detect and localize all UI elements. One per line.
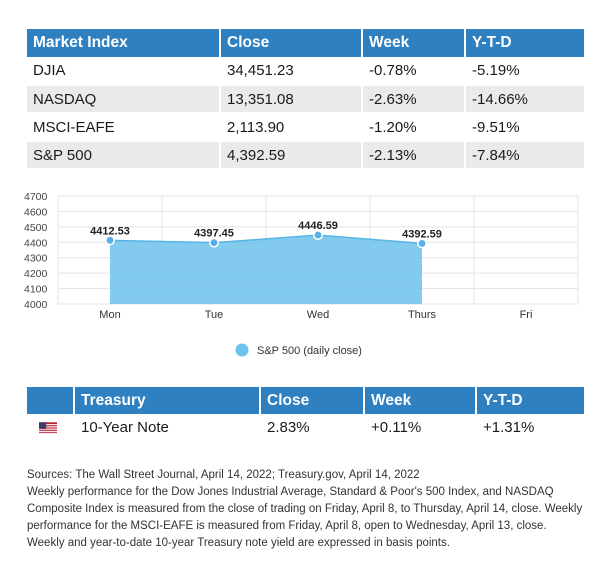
table-row: NASDAQ 13,351.08 -2.63% -14.66% bbox=[27, 85, 584, 114]
treasury-ytd: +1.31% bbox=[483, 419, 535, 436]
header-close: Close bbox=[260, 387, 365, 414]
data-point bbox=[209, 237, 219, 248]
index-name: DJIA bbox=[27, 57, 221, 86]
treasury-close: 2.83% bbox=[260, 414, 365, 441]
sp500-area-chart: 4700 4600 4500 4400 4300 4200 4100 4000 4412.53 4… bbox=[24, 191, 579, 357]
legend-label: S&P 500 (daily close) bbox=[257, 345, 362, 357]
index-ytd: -9.51% bbox=[465, 113, 584, 142]
treasury-table: Treasury Close Week Y-T-D 10-Year Note bbox=[27, 387, 584, 441]
index-close: 4,392.59 bbox=[220, 141, 363, 170]
y-tick-label: 4600 bbox=[24, 206, 48, 218]
y-tick-label: 4700 bbox=[24, 191, 48, 203]
treasury-name: 10-Year Note bbox=[74, 414, 261, 441]
index-close: 13,351.08 bbox=[220, 85, 363, 114]
index-ytd: -5.19% bbox=[465, 57, 584, 86]
x-tick-label: Mon bbox=[99, 309, 120, 321]
series-line bbox=[109, 234, 423, 245]
header-week: Week bbox=[364, 387, 477, 414]
x-tick-label: Thurs bbox=[408, 309, 437, 321]
index-name: S&P 500 bbox=[27, 141, 221, 170]
header-treasury: Treasury bbox=[74, 387, 261, 414]
header-week: Week bbox=[362, 29, 466, 57]
x-tick-label: Wed bbox=[307, 309, 329, 321]
y-tick-label: 4000 bbox=[24, 299, 48, 311]
header-ytd: Y-T-D bbox=[465, 29, 584, 57]
us-flag-icon bbox=[39, 422, 57, 434]
y-tick-label: 4200 bbox=[24, 268, 48, 280]
data-point bbox=[417, 238, 427, 249]
market-index-table: Market Index Close Week Y-T-D DJIA 34,45… bbox=[27, 29, 584, 170]
index-ytd: -7.84% bbox=[465, 141, 584, 170]
table-row: S&P 500 4,392.59 -2.13% -7.84% bbox=[27, 141, 584, 170]
data-label: 4446.59 bbox=[298, 220, 338, 232]
footnotes: Sources: The Wall Street Journal, April … bbox=[27, 467, 587, 552]
data-point bbox=[105, 235, 115, 246]
market-table-header: Market Index Close Week Y-T-D bbox=[27, 29, 584, 57]
index-close: 34,451.23 bbox=[220, 57, 363, 86]
treasury-table-header: Treasury Close Week Y-T-D bbox=[27, 387, 584, 414]
index-week: -2.13% bbox=[362, 141, 466, 170]
x-tick-label: Tue bbox=[205, 309, 224, 321]
methodology-note: Weekly performance for the Dow Jones Ind… bbox=[27, 486, 583, 549]
flag-cell bbox=[27, 414, 75, 441]
sp500-chart: 4700 4600 4500 4400 4300 4200 4100 4000 4412.53 4… bbox=[20, 188, 590, 368]
index-ytd: -14.66% bbox=[465, 85, 584, 114]
y-tick-label: 4100 bbox=[24, 284, 48, 296]
data-label: 4412.53 bbox=[90, 225, 130, 237]
index-name: MSCI-EAFE bbox=[27, 113, 221, 142]
index-close: 2,113.90 bbox=[220, 113, 363, 142]
table-row: MSCI-EAFE 2,113.90 -1.20% -9.51% bbox=[27, 113, 584, 142]
table-row: DJIA 34,451.23 -0.78% -5.19% bbox=[27, 57, 584, 86]
x-tick-label: Fri bbox=[520, 309, 533, 321]
header-flag-spacer bbox=[27, 387, 75, 414]
index-week: -0.78% bbox=[362, 57, 466, 86]
treasury-week: +0.11% bbox=[364, 414, 477, 441]
header-ytd: Y-T-D bbox=[476, 387, 584, 414]
series-area bbox=[110, 235, 422, 304]
index-week: -1.20% bbox=[362, 113, 466, 142]
y-tick-label: 4400 bbox=[24, 237, 48, 249]
header-market-index: Market Index bbox=[27, 29, 221, 57]
legend-swatch bbox=[235, 343, 249, 357]
y-tick-label: 4300 bbox=[24, 253, 48, 265]
data-label: 4392.59 bbox=[402, 228, 442, 240]
header-close: Close bbox=[220, 29, 363, 57]
table-row: 10-Year Note 2.83% +0.11% +1.31% bbox=[27, 414, 584, 441]
data-label: 4397.45 bbox=[194, 228, 234, 240]
data-point bbox=[313, 230, 323, 241]
sources-note: Sources: The Wall Street Journal, April … bbox=[27, 469, 420, 481]
y-tick-label: 4500 bbox=[24, 222, 48, 234]
index-name: NASDAQ bbox=[27, 85, 221, 114]
index-week: -2.63% bbox=[362, 85, 466, 114]
